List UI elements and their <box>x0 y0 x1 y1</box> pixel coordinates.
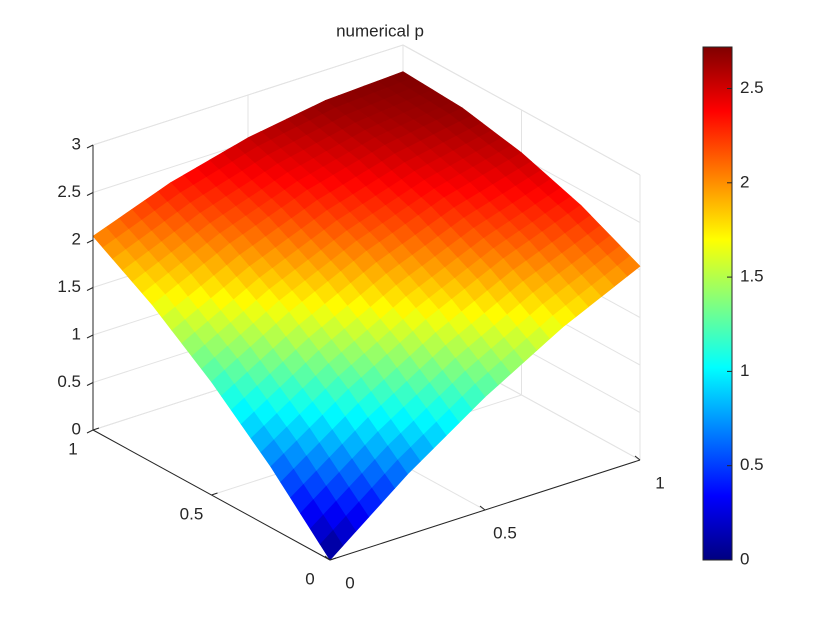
surface-quad <box>229 189 367 313</box>
z-tick-label: 2 <box>72 229 81 248</box>
z-tick-label: 2.5 <box>57 182 81 201</box>
surface-quad <box>347 319 486 475</box>
colorbar-fill <box>702 46 733 561</box>
surface <box>92 71 641 561</box>
surface-quad <box>270 388 408 561</box>
x-tick <box>479 505 486 511</box>
surface-quad <box>425 258 563 398</box>
y-tick-label: 0 <box>305 569 314 588</box>
surface-quad <box>151 243 290 383</box>
colorbar-tick-label: 2 <box>740 172 749 191</box>
z-tick-label: 3 <box>72 134 81 153</box>
surface-patch <box>319 529 344 561</box>
y-tick <box>211 492 218 496</box>
y-axis <box>92 429 331 561</box>
z-tick <box>86 429 94 434</box>
surface-quad <box>92 182 231 306</box>
x-tick <box>634 455 641 461</box>
z-tick <box>86 239 94 244</box>
surface-quad <box>211 311 349 468</box>
z-tick <box>86 334 94 339</box>
z-tick-label: 0.5 <box>57 372 81 391</box>
colorbar-tick-label: 2.5 <box>740 78 764 97</box>
z-tick-label: 1 <box>72 324 81 343</box>
z-tick <box>86 287 94 291</box>
surface-quad <box>366 197 504 321</box>
colorbar: 0 0.5 1 1.5 2 2.5 <box>702 46 764 568</box>
y-tick-label: 1 <box>68 439 77 458</box>
surface-quad <box>384 107 523 199</box>
x-tick-label: 1 <box>655 473 664 492</box>
z-tick <box>86 144 94 149</box>
x-axis <box>329 459 641 561</box>
colorbar-tick-label: 1.5 <box>740 267 764 286</box>
colorbar-tick-label: 0.5 <box>740 455 764 474</box>
y-tick-label: 0.5 <box>180 504 204 523</box>
surface-quad <box>170 137 308 245</box>
x-tick-label: 0 <box>345 573 354 592</box>
z-tick-label: 0 <box>72 419 81 438</box>
z-tick <box>86 382 94 386</box>
x-tick-label: 0.5 <box>493 523 517 542</box>
surface-quad <box>306 144 445 252</box>
surface-quad <box>247 100 386 191</box>
surface-quad <box>324 71 463 146</box>
surface-quad <box>502 204 641 328</box>
colorbar-tick-label: 0 <box>740 549 749 568</box>
z-tick-label: 1.5 <box>57 277 81 296</box>
chart-title: numerical p <box>336 21 424 40</box>
z-tick <box>86 192 94 196</box>
y-tick <box>92 427 100 431</box>
colorbar-tick-label: 1 <box>740 361 749 380</box>
